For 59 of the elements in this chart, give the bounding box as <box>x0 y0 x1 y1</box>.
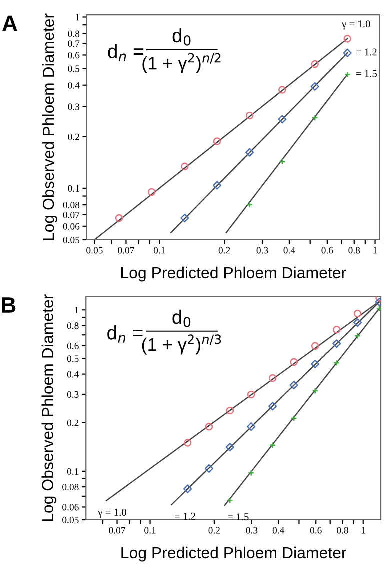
y-tick-label: 0.05 <box>62 516 79 524</box>
y-tick-label: 0.05 <box>63 236 80 244</box>
y-tick-label: 0.8 <box>68 30 80 38</box>
y-tick-label: 0.08 <box>62 484 79 491</box>
y-tick-label: 0.07 <box>63 212 80 218</box>
x-tick-label: 0.8 <box>337 527 348 534</box>
y-tick-label: 0.5 <box>67 356 79 362</box>
y-tick-label: 0.3 <box>68 104 80 110</box>
x-axis-title: Log Predicted Phloem Diameter <box>122 266 346 282</box>
x-tick-label: 0.1 <box>144 527 156 534</box>
x-tick-label: 0.07 <box>118 247 134 254</box>
series-label: = 1.5 <box>356 70 378 78</box>
series-label: = 1.2 <box>174 512 196 520</box>
x-tick-label: 0.07 <box>109 527 126 534</box>
x-tick-label: 0.05 <box>86 247 103 254</box>
y-tick-label: 0.06 <box>63 223 80 230</box>
y-tick-label: 0.1 <box>68 185 80 192</box>
x-tick-label: 0.1 <box>154 247 166 254</box>
x-tick-label: 0.6 <box>310 527 322 534</box>
annotation: d$_{n}$ = <box>108 44 144 62</box>
y-tick-label: 0.7 <box>68 40 80 48</box>
x-tick-label: 1 <box>374 247 378 254</box>
y-axis-title: Log Observed Phloem Diameter <box>42 294 57 522</box>
x-tick-label: 0.8 <box>348 247 360 254</box>
y-tick-label: 0.3 <box>67 391 79 398</box>
x-tick-label: 0.2 <box>218 247 230 254</box>
y-tick-label: 0.06 <box>62 504 79 511</box>
y-tick-label: 1 <box>75 307 79 314</box>
y-tick-label: 0.6 <box>67 342 79 350</box>
x-tick-label: 0.3 <box>256 247 268 254</box>
y-tick-label: 0.4 <box>68 82 80 89</box>
annotation: d$_{n}$ = <box>108 326 143 343</box>
x-tick-label: 0.4 <box>284 247 296 254</box>
y-tick-label: 0.08 <box>63 202 80 209</box>
y-tick-label: 0.4 <box>67 371 80 378</box>
series-label: γ = 1.0 <box>342 20 370 30</box>
y-tick-label: 0.2 <box>68 134 80 140</box>
x-tick-label: 0.2 <box>208 527 220 534</box>
x-axis-title: Log Predicted Phloem Diameter <box>122 546 347 562</box>
chart-title: B <box>2 298 16 313</box>
y-tick-label: 0.2 <box>67 420 79 426</box>
annotation: (1 + γ$^{2}$)$^{n/2}$ <box>142 53 221 74</box>
y-tick-label: 0.1 <box>67 468 79 475</box>
x-tick-label: 0.6 <box>322 247 334 254</box>
y-tick-label: 0.8 <box>67 322 79 330</box>
x-tick-label: 0.4 <box>272 527 284 534</box>
y-tick-label: 0.6 <box>68 52 80 59</box>
series-label: = 1.2 <box>356 48 377 56</box>
annotation: d$_{0}$ <box>172 28 191 46</box>
annotation: d$_{0}$ <box>172 310 191 328</box>
chart-title: A <box>2 16 18 32</box>
annotation: (1 + γ$^{2}$)$^{n/3}$ <box>142 334 222 355</box>
y-tick-label: 0.5 <box>68 66 80 72</box>
y-axis-title: Log Observed Phloem Diameter <box>42 14 58 240</box>
series-label: γ = 1.0 <box>98 508 126 518</box>
x-tick-label: 1 <box>362 527 366 534</box>
series-label: = 1.5 <box>228 514 249 521</box>
y-tick-label: 1 <box>76 14 80 21</box>
x-tick-label: 0.3 <box>246 527 258 534</box>
